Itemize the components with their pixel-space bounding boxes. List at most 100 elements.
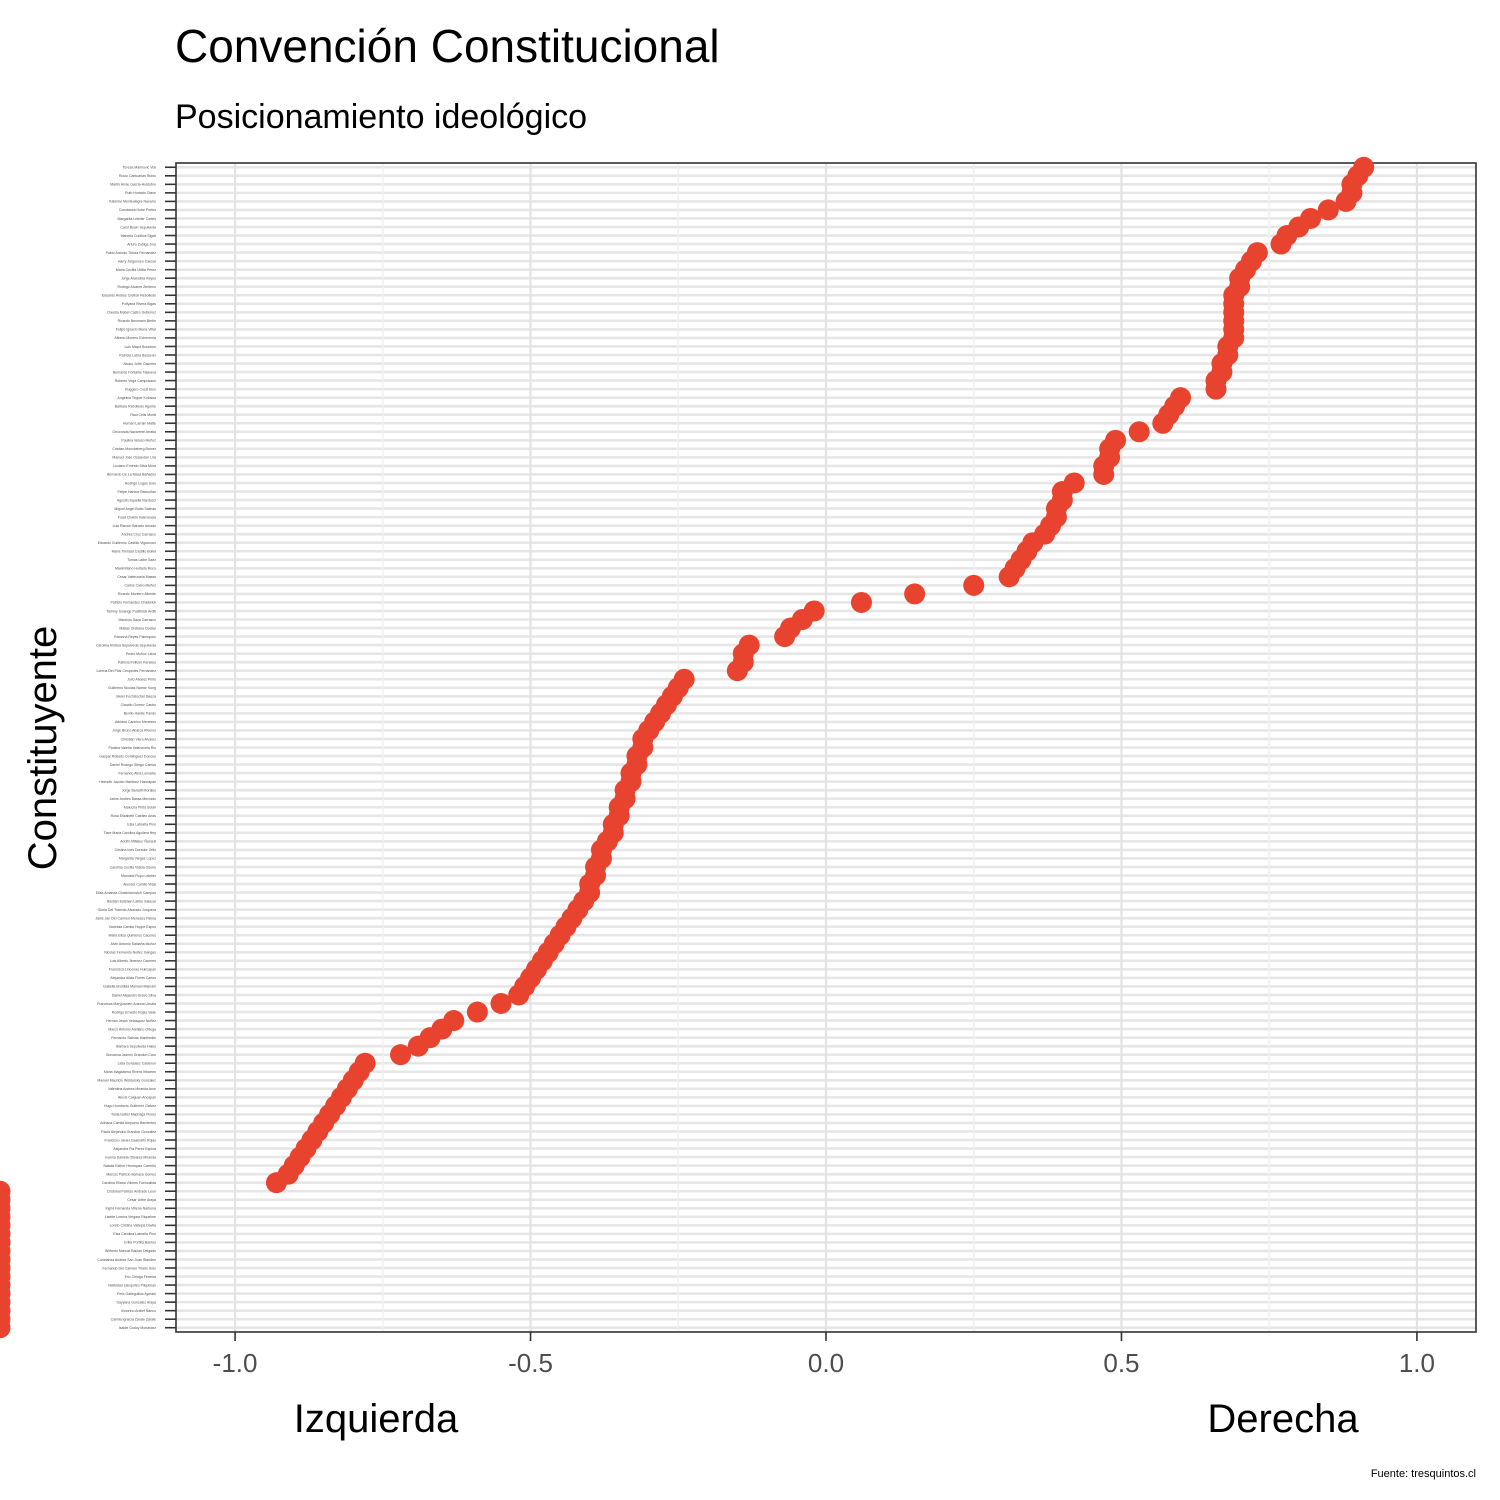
y-tick-label: Erika Portilla Barrios: [124, 1241, 156, 1245]
y-tick-label: Claudio Gomez Castro: [121, 703, 156, 707]
y-tick-label: Claudia Mabel Castro Gutierrez: [107, 311, 156, 315]
y-tick-label: Nicolas Fernando Nuñez Gangas: [104, 951, 156, 955]
data-point: [390, 1044, 412, 1066]
y-tick-label: Barbara Sepulveda Hales: [116, 1044, 156, 1048]
y-tick-label: Alvin Antonio Saldaña Muñoz: [110, 942, 156, 946]
y-tick-label: Adriana Cancino Meneses: [115, 720, 156, 724]
y-tick-label: Luis Alberto Jimenez Caceres: [110, 959, 157, 963]
y-tick-label: Matias Orellana Cuellar: [119, 626, 156, 630]
x-tick-label: -0.5: [508, 1348, 553, 1378]
y-tick-label: Alejandra Alicia Flores Carlos: [110, 976, 156, 980]
y-tick-label: Rodrigo Alvarez Zenteno: [117, 285, 156, 289]
y-tick-label: Guillermo Nicolas Namor Kong: [108, 686, 156, 690]
y-tick-label: Alondra Carrillo Vidal: [123, 882, 156, 886]
y-tick-label: Agustin Squella Narducci: [117, 498, 156, 502]
y-tick-label: Malucha Pinto Solari: [124, 806, 156, 810]
y-tick-label: Geoconda Navarrete Arratia: [112, 430, 156, 434]
y-tick-label: Fernando Atria Lemaitre: [118, 771, 156, 775]
y-tick-label: Rodrigo Ernesto Rojas Vade: [112, 1010, 156, 1014]
y-tick-label: Constanza Andrea San Juan Standen: [97, 1258, 156, 1262]
data-point: [1270, 233, 1292, 255]
y-tick-label: Ruth Hurtado Olave: [125, 191, 156, 195]
y-tick-label: Elsa Carolina Labraña Pino: [113, 1232, 156, 1236]
y-tick-label: Alexis Caiguan Ancapan: [118, 1096, 156, 1100]
y-tick-label: Daniel Rodrigo Stingo Camus: [110, 763, 156, 767]
y-tick-label: Bernardo De La Maza Bañados: [107, 473, 156, 477]
chart-subtitle: Posicionamiento ideológico: [175, 98, 587, 136]
x-tick-labels: -1.0 -0.5 0.0 0.5 1.0: [213, 1332, 1435, 1378]
y-tick-label: Ricardo Montero Allende: [118, 592, 156, 596]
y-tick-label: Camila Ignacia Zarate Zarate: [111, 1318, 156, 1322]
y-tick-label: Felix Galleguillos Aymani: [117, 1292, 156, 1296]
y-tick-label: Carolina Eliana Vilches Fuenzalida: [102, 1181, 156, 1185]
y-tick-label: Wilfredo Manuel Bacian Delgado: [105, 1249, 156, 1253]
y-tick-label: Ivanna Daniela Olivares Miranda: [105, 1155, 156, 1159]
y-tick-label: Loreto Cristina Vallejos Davila: [110, 1224, 156, 1228]
y-tick-label: Margarita Vargas Lopez: [119, 857, 156, 861]
plot-panel: [175, 162, 1477, 1333]
y-tick-label: Hernan Jesus Velasquez Nuñez: [106, 1019, 156, 1023]
y-tick-label: Luis Ramon Barcelo Amado: [113, 524, 156, 528]
y-tick-label: Rodrigo Logan Soto: [125, 481, 156, 485]
y-tick-label: Eric Chinga Ferreira: [125, 1275, 156, 1279]
y-tick-label: Francisco Javier Caamaño Rojas: [104, 1138, 156, 1142]
data-point: [1152, 412, 1174, 434]
y-tick-label: Julio Alvarez Pinto: [127, 678, 156, 682]
x-tick-label: 0.0: [808, 1348, 844, 1378]
x-label-left: Izquierda: [294, 1397, 459, 1441]
data-point: [963, 574, 985, 596]
y-tick-label: Tiare Maria Carolina Aguilera Hey: [104, 831, 157, 835]
y-tick-label: Tomas Laibe Saez: [127, 558, 156, 562]
y-tick-label: Constanza Hube Portus: [119, 208, 156, 212]
y-tick-label: Paulina Veloso Muñoz: [121, 439, 156, 443]
y-tick-label: Ruggero Cozzi Elzo: [125, 387, 156, 391]
data-point: [774, 626, 796, 648]
data-point: [1335, 190, 1357, 212]
y-tick-label: Fuad Chahin Valenzuela: [118, 515, 156, 519]
y-tick-label: Dayyana Gonzalez Araya: [117, 1300, 157, 1304]
y-tick-label: Benito Hardie Pando: [124, 712, 156, 716]
y-tick-label: Patricia Labra Besserer: [119, 353, 156, 357]
data-point: [998, 566, 1020, 588]
x-label-right: Derecha: [1207, 1397, 1359, 1441]
y-tick-label: Lisette Lorena Vergara Riquelme: [105, 1215, 156, 1219]
y-tick-label: Katerine Montealegre Navarro: [109, 200, 156, 204]
data-point: [508, 984, 530, 1006]
data-point: [0, 1317, 11, 1339]
y-tick-label: Patricia Politzer Kerekes: [118, 660, 156, 664]
y-tick-label: Ricardo Neumann Bertin: [118, 319, 156, 323]
y-tick-label: Carolina Cecilia Videla Osorio: [110, 865, 156, 869]
y-tick-label: Marcos Patricio Barraza Gomez: [106, 1172, 156, 1176]
y-tick-label: Maria Magdalena Rivera Iribarren: [104, 1070, 156, 1074]
y-tick-label: Eduardo Andres Cretton Rebolledo: [102, 294, 156, 298]
y-tick-label: Felipe Ignacio Mena Villar: [116, 328, 157, 332]
y-tick-label: Angelica Tepper Kolossa: [118, 396, 157, 400]
y-tick-label: Teresa Marinovic Vial: [123, 166, 156, 170]
y-tick-label: Rocio Cantuarias Rubio: [119, 174, 156, 178]
y-tick-label: Hugo Humberto Gutierrez Galvez: [104, 1104, 156, 1108]
y-tick-label: Paulina Valeria Valenzuela Rio: [108, 746, 156, 750]
y-tick-label: Raul Celis Montt: [130, 413, 156, 417]
data-point: [726, 660, 748, 682]
y-tick-label: Elisa Amanda Giustinianovich Campos: [96, 891, 156, 895]
y-tick-label: Christian Viera Alvarez: [121, 737, 157, 741]
y-tick-label: Valentina Andrea Miranda Arce: [108, 1087, 156, 1091]
y-tick-label: Manuela Royo Letelier: [121, 874, 157, 878]
y-tick-label: Victorino Antilef Ñanco: [121, 1308, 156, 1313]
data-point: [1128, 421, 1150, 443]
y-tick-label: Vanessa Camila Hoppe Espoz: [109, 925, 156, 929]
y-tick-label: Isabel Godoy Monardez: [119, 1326, 156, 1330]
y-tick-label: Maria Elisa Quinteros Caceres: [109, 934, 157, 938]
data-point: [850, 591, 872, 613]
y-tick-label: Jorge Baradit Morales: [122, 788, 156, 792]
y-tick-label: Lorena Del Pilar Cespedes Fernandez: [96, 669, 156, 673]
y-tick-label: Marcela Cubillos Sigall: [121, 234, 157, 238]
y-tick-label: Natividad Llanquileo Pilquiman: [108, 1283, 156, 1287]
y-tick-label: Adolfo Millabur Ñancuil: [120, 839, 156, 844]
y-tick-label: Arturo Zuñiga Jory: [127, 242, 156, 246]
chart-caption: Fuente: tresquintos.cl: [1371, 1468, 1476, 1480]
data-point: [1205, 378, 1227, 400]
y-tick-label: Alfredo Moreno Echeverria: [114, 336, 156, 340]
